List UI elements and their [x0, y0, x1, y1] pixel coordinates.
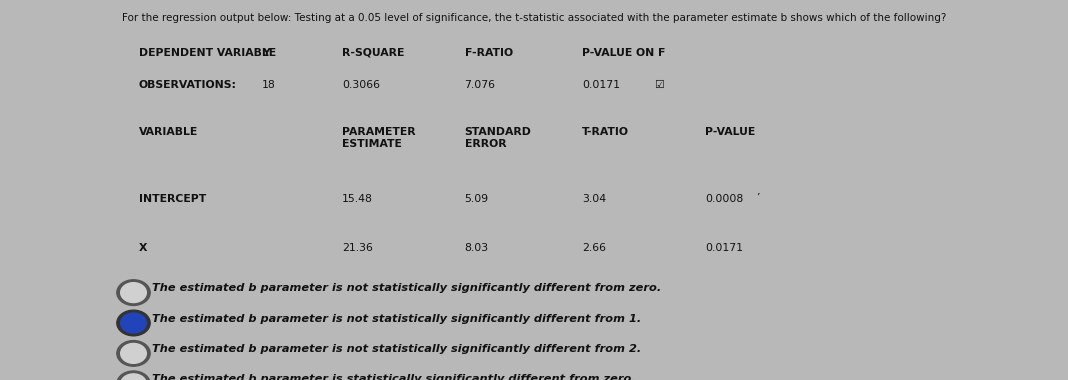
Text: For the regression output below: Testing at a 0.05 level of significance, the t-: For the regression output below: Testing… — [122, 13, 946, 23]
Text: 0.0008: 0.0008 — [705, 194, 743, 204]
Ellipse shape — [116, 280, 151, 306]
Text: PARAMETER
ESTIMATE: PARAMETER ESTIMATE — [342, 127, 415, 149]
Text: 15.48: 15.48 — [342, 194, 373, 204]
Text: 0.3066: 0.3066 — [342, 80, 380, 90]
Text: The estimated b parameter is not statistically significantly different from 2.: The estimated b parameter is not statist… — [152, 344, 641, 354]
Text: ’: ’ — [756, 193, 759, 203]
Text: ☑: ☑ — [654, 80, 663, 90]
Ellipse shape — [116, 371, 151, 380]
Text: T-RATIO: T-RATIO — [582, 127, 629, 137]
Ellipse shape — [121, 344, 146, 363]
Text: OBSERVATIONS:: OBSERVATIONS: — [139, 80, 237, 90]
Text: 8.03: 8.03 — [465, 243, 489, 253]
Ellipse shape — [121, 313, 146, 333]
Text: 7.076: 7.076 — [465, 80, 496, 90]
Text: 0.0171: 0.0171 — [582, 80, 621, 90]
Text: R-SQUARE: R-SQUARE — [342, 48, 404, 57]
Text: STANDARD
ERROR: STANDARD ERROR — [465, 127, 532, 149]
Text: 5.09: 5.09 — [465, 194, 489, 204]
Text: The estimated b parameter is statistically significantly different from zero.: The estimated b parameter is statistical… — [152, 374, 635, 380]
Text: The estimated b parameter is not statistically significantly different from zero: The estimated b parameter is not statist… — [152, 283, 661, 293]
Text: DEPENDENT VARIABLE: DEPENDENT VARIABLE — [139, 48, 276, 57]
Text: P-VALUE ON F: P-VALUE ON F — [582, 48, 665, 57]
Text: P-VALUE: P-VALUE — [705, 127, 755, 137]
Text: VARIABLE: VARIABLE — [139, 127, 198, 137]
Text: X: X — [139, 243, 147, 253]
Text: The estimated b parameter is not statistically significantly different from 1.: The estimated b parameter is not statist… — [152, 314, 641, 323]
Text: INTERCEPT: INTERCEPT — [139, 194, 206, 204]
Text: 21.36: 21.36 — [342, 243, 373, 253]
Ellipse shape — [121, 283, 146, 302]
Ellipse shape — [116, 340, 151, 366]
Ellipse shape — [121, 374, 146, 380]
Text: 2.66: 2.66 — [582, 243, 606, 253]
Text: F-RATIO: F-RATIO — [465, 48, 513, 57]
Text: Y: Y — [262, 48, 269, 57]
Text: 3.04: 3.04 — [582, 194, 607, 204]
Text: 18: 18 — [262, 80, 276, 90]
Text: 0.0171: 0.0171 — [705, 243, 743, 253]
Ellipse shape — [116, 310, 151, 336]
